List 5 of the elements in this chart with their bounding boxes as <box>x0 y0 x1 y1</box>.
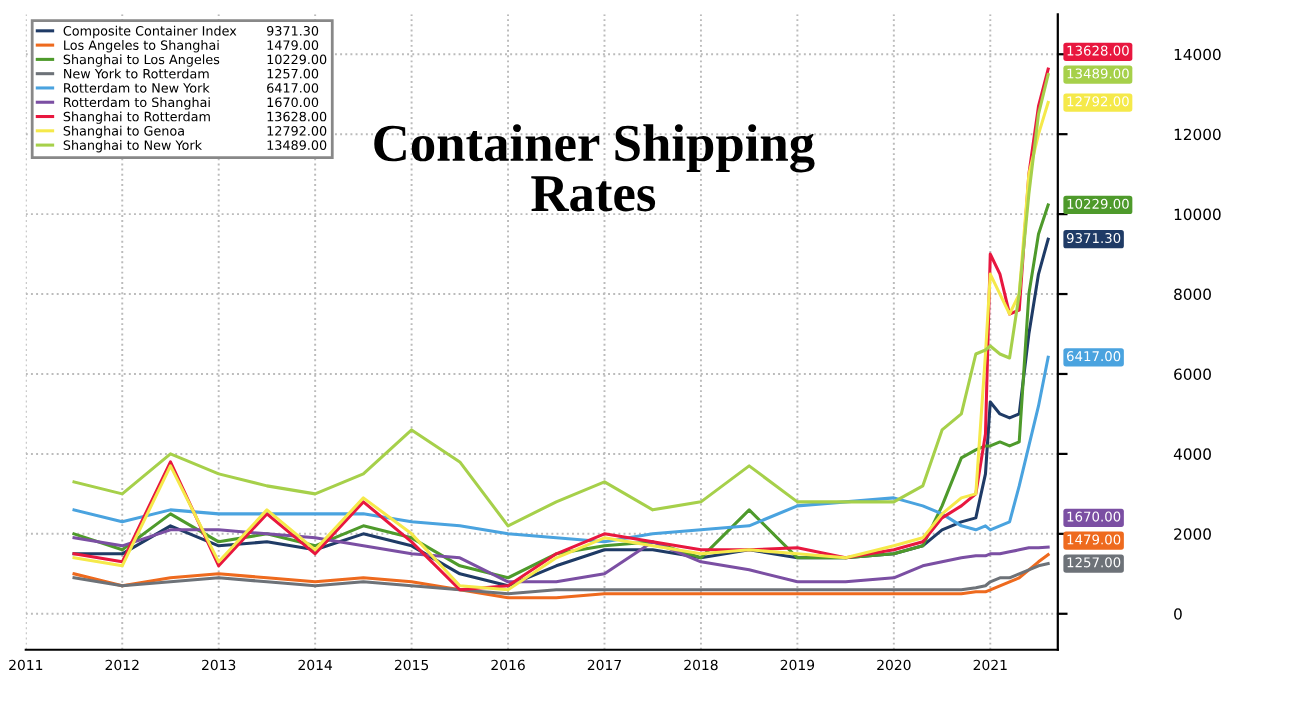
line-series <box>72 562 1050 596</box>
text: Container Shipping Rates <box>374 124 815 212</box>
line-series <box>72 355 1050 544</box>
line-series <box>72 553 1050 600</box>
line-series <box>72 528 1050 584</box>
